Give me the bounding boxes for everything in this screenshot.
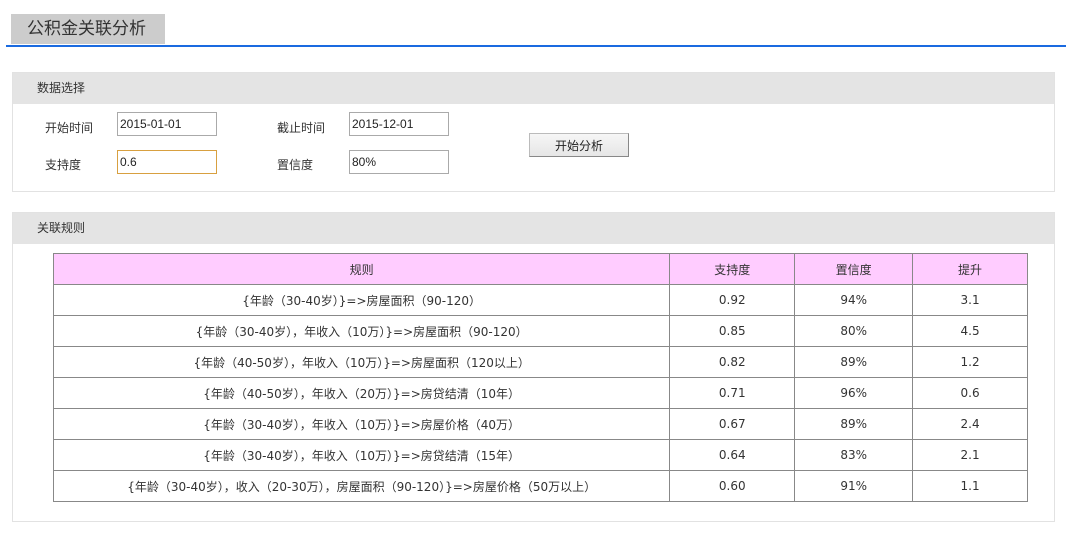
confidence-label: 置信度: [277, 158, 314, 172]
table-row: {年龄（30-40岁）}=>房屋面积（90-120） 0.92 94% 3.1: [52, 284, 1028, 316]
cell-confidence: 91%: [794, 470, 914, 502]
page-title: 公积金关联分析: [11, 14, 165, 44]
data-select-header: 数据选择: [13, 73, 1054, 104]
cell-rule: {年龄（30-40岁），年收入（10万）}=>房屋价格（40万）: [52, 408, 671, 440]
cell-support: 0.67: [669, 408, 796, 440]
column-header-rule: 规则: [52, 253, 671, 285]
end-time-label: 截止时间: [277, 121, 326, 135]
cell-lift: 1.1: [912, 470, 1028, 502]
cell-lift: 1.2: [912, 346, 1028, 378]
cell-confidence: 94%: [794, 284, 914, 316]
cell-confidence: 89%: [794, 346, 914, 378]
support-label: 支持度: [45, 158, 82, 172]
rules-table: 规则 支持度 置信度 提升 {年龄（30-40岁）}=>房屋面积（90-120） 0.9…: [52, 253, 1028, 502]
cell-lift: 3.1: [912, 284, 1028, 316]
confidence-input[interactable]: [349, 150, 449, 174]
cell-support: 0.71: [669, 377, 796, 409]
cell-support: 0.85: [669, 315, 796, 347]
cell-confidence: 89%: [794, 408, 914, 440]
cell-confidence: 80%: [794, 315, 914, 347]
table-row: {年龄（30-40岁），收入（20-30万），房屋面积（90-120）}=>房屋…: [52, 470, 1028, 502]
table-row: {年龄（30-40岁），年收入（10万）}=>房屋面积（90-120） 0.85 8…: [52, 315, 1028, 347]
cell-rule: {年龄（30-40岁），年收入（10万）}=>房屋面积（90-120）: [52, 315, 671, 347]
cell-rule: {年龄（30-40岁），年收入（10万）}=>房贷结清（15年）: [52, 439, 671, 471]
cell-lift: 2.1: [912, 439, 1028, 471]
title-divider: [6, 45, 1066, 47]
cell-support: 0.60: [669, 470, 796, 502]
cell-rule: {年龄（30-40岁）}=>房屋面积（90-120）: [52, 284, 671, 316]
table-row: {年龄（30-40岁），年收入（10万）}=>房屋价格（40万） 0.67 89% 2…: [52, 408, 1028, 440]
cell-rule: {年龄（30-40岁），收入（20-30万），房屋面积（90-120）}=>房屋…: [52, 470, 671, 502]
column-header-lift: 提升: [912, 253, 1028, 285]
start-time-input[interactable]: [117, 112, 217, 136]
support-input[interactable]: [117, 150, 217, 174]
table-row: {年龄（40-50岁），年收入（10万）}=>房屋面积（120以上） 0.82 89…: [52, 346, 1028, 378]
cell-lift: 0.6: [912, 377, 1028, 409]
cell-rule: {年龄（40-50岁），年收入（20万）}=>房贷结清（10年）: [52, 377, 671, 409]
cell-support: 0.64: [669, 439, 796, 471]
cell-confidence: 83%: [794, 439, 914, 471]
table-row: {年龄（40-50岁），年收入（20万）}=>房贷结清（10年） 0.71 96% 0…: [52, 377, 1028, 409]
start-analysis-button[interactable]: 开始分析: [529, 133, 629, 157]
end-time-input[interactable]: [349, 112, 449, 136]
column-header-support: 支持度: [669, 253, 796, 285]
cell-confidence: 96%: [794, 377, 914, 409]
rules-header: 关联规则: [13, 213, 1054, 244]
cell-rule: {年龄（40-50岁），年收入（10万）}=>房屋面积（120以上）: [52, 346, 671, 378]
cell-support: 0.82: [669, 346, 796, 378]
cell-lift: 4.5: [912, 315, 1028, 347]
column-header-confidence: 置信度: [794, 253, 914, 285]
start-time-label: 开始时间: [45, 121, 94, 135]
data-select-panel: 数据选择 开始时间 截止时间 支持度 置信度 开始分析: [12, 72, 1055, 192]
table-header-row: 规则 支持度 置信度 提升: [52, 253, 1028, 285]
cell-support: 0.92: [669, 284, 796, 316]
rules-panel: 关联规则 规则 支持度 置信度 提升 {年龄（30-40岁）}=>房屋面积（90-12…: [12, 212, 1055, 522]
cell-lift: 2.4: [912, 408, 1028, 440]
table-row: {年龄（30-40岁），年收入（10万）}=>房贷结清（15年） 0.64 83% 2…: [52, 439, 1028, 471]
